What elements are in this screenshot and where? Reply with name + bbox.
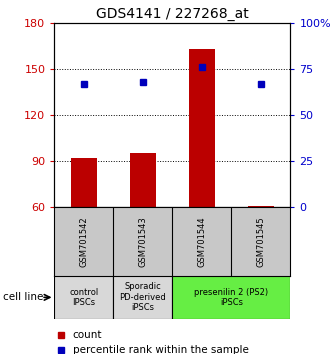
Title: GDS4141 / 227268_at: GDS4141 / 227268_at: [96, 7, 249, 21]
Bar: [71, 158, 97, 207]
Text: GSM701545: GSM701545: [256, 216, 265, 267]
Bar: [130, 153, 156, 207]
Bar: [172, 276, 290, 319]
Text: presenilin 2 (PS2)
iPSCs: presenilin 2 (PS2) iPSCs: [194, 288, 269, 307]
Text: cell line: cell line: [3, 292, 44, 302]
Bar: [54, 276, 114, 319]
Bar: [114, 276, 173, 319]
Bar: [189, 49, 215, 207]
Text: GSM701542: GSM701542: [80, 216, 88, 267]
Text: Sporadic
PD-derived
iPSCs: Sporadic PD-derived iPSCs: [119, 282, 166, 312]
Bar: [248, 206, 274, 207]
Text: control
IPSCs: control IPSCs: [69, 288, 99, 307]
Text: GSM701544: GSM701544: [197, 216, 207, 267]
Text: percentile rank within the sample: percentile rank within the sample: [73, 346, 248, 354]
Text: GSM701543: GSM701543: [138, 216, 148, 267]
Text: count: count: [73, 330, 102, 339]
